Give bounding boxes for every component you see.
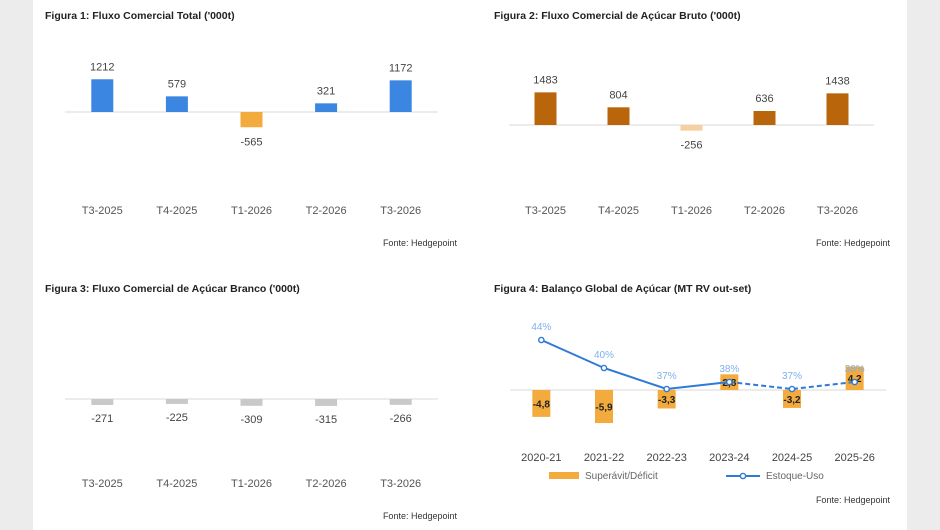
legend-label-surplus-deficit: Superávit/Déficit — [585, 471, 658, 482]
figure-3-title: Figura 3: Fluxo Comercial de Açúcar Bran… — [45, 283, 300, 295]
bar — [753, 111, 776, 125]
category-tick-label: T1-2026 — [671, 205, 712, 217]
bar-value-label: 321 — [317, 85, 335, 97]
stock-use-point — [851, 378, 858, 386]
figure-1-title: Figura 1: Fluxo Comercial Total ('000t) — [45, 10, 235, 22]
legend-label-stock-use: Estoque-Uso — [766, 471, 824, 482]
bar — [315, 399, 338, 406]
bar — [165, 96, 188, 112]
bar-value-label: 1483 — [533, 74, 557, 86]
category-tick-label: T3-2026 — [380, 205, 421, 217]
stock-use-point — [788, 385, 796, 393]
legend-swatch-bar — [549, 472, 579, 479]
category-tick-label: 2024-25 — [772, 452, 812, 464]
category-tick-label: T4-2025 — [598, 205, 639, 217]
line-value-label: 37% — [782, 371, 802, 382]
category-tick-label: T2-2026 — [306, 478, 347, 490]
bar — [826, 93, 849, 125]
bar-value-label: -3,2 — [783, 395, 801, 406]
bar — [315, 103, 338, 112]
bar — [165, 399, 188, 404]
bar — [240, 112, 263, 128]
bar — [389, 399, 412, 405]
bar-value-label: 579 — [168, 78, 186, 90]
page: Figura 1: Fluxo Comercial Total ('000t) … — [33, 0, 907, 530]
bar-value-label: 1172 — [389, 62, 413, 74]
category-tick-label: T2-2026 — [744, 205, 785, 217]
line-value-label: 37% — [657, 371, 677, 382]
bar — [680, 125, 703, 131]
category-tick-label: T3-2026 — [817, 205, 858, 217]
category-tick-label: T4-2025 — [156, 478, 197, 490]
bar-value-label: -266 — [390, 413, 412, 425]
line-value-label: 38% — [845, 364, 865, 375]
figure-1-chart: 1212 T3-2025 579 T4-2025 -565 T1-2026 321 T2-20… — [65, 61, 438, 217]
bar-value-label: 1438 — [825, 75, 849, 87]
figure-4-title: Figura 4: Balanço Global de Açúcar (MT R… — [494, 283, 752, 295]
bar-value-label: -309 — [240, 414, 262, 426]
bar — [607, 107, 630, 125]
bar-value-label: -3,3 — [658, 395, 676, 406]
bar-value-label: -315 — [315, 414, 337, 426]
category-tick-label: 2022-23 — [646, 452, 686, 464]
stock-use-point — [663, 385, 670, 393]
bar — [91, 79, 114, 112]
category-tick-label: 2023-24 — [709, 452, 749, 464]
stock-use-point — [600, 364, 608, 372]
category-tick-label: T3-2026 — [380, 478, 421, 490]
surplus-deficit-bar — [845, 366, 864, 390]
bar-value-label: 1212 — [90, 61, 114, 73]
legend-swatch-marker — [739, 472, 747, 480]
figure-3-chart: -271 T3-2025 -225 T4-2025 -309 T1-2026 -315 T2-… — [65, 398, 438, 490]
bar — [534, 92, 557, 125]
category-tick-label: T3-2025 — [525, 205, 566, 217]
figure-2-title: Figura 2: Fluxo Comercial de Açúcar Brut… — [494, 10, 741, 22]
category-tick-label: 2021-22 — [584, 452, 624, 464]
figure-4-panel: Figura 4: Balanço Global de Açúcar (MT R… — [494, 283, 890, 528]
surplus-deficit-bar — [783, 390, 801, 408]
bar — [240, 399, 263, 406]
category-tick-label: T2-2026 — [306, 205, 347, 217]
surplus-deficit-bar — [657, 390, 676, 409]
figure-3-source: Fonte: Hedgepoint — [382, 511, 457, 521]
category-tick-label: T4-2025 — [156, 205, 197, 217]
bar-value-label: -256 — [680, 140, 702, 152]
bar-value-label: -565 — [240, 136, 262, 148]
figure-2-panel: Figura 2: Fluxo Comercial de Açúcar Brut… — [494, 10, 890, 255]
category-tick-label: T3-2025 — [82, 478, 123, 490]
figure-4-chart: -4,82020-21-5,92021-22-3,32022-232,82023… — [510, 322, 886, 482]
bar-value-label: 636 — [755, 93, 773, 105]
bar-value-label: -225 — [166, 412, 188, 424]
line-value-label: 38% — [719, 364, 739, 375]
stock-use-line-solid — [540, 339, 730, 391]
bar-value-label: 804 — [609, 89, 627, 101]
bar — [91, 399, 114, 405]
figure-1-source: Fonte: Hedgepoint — [382, 238, 457, 248]
bar-value-label: -5,9 — [595, 403, 613, 414]
bar-value-label: -271 — [91, 413, 113, 425]
figure-2-chart: 1483 T3-2025 804 T4-2025 -256 T1-2026 636 T2-20… — [509, 74, 874, 217]
category-tick-label: 2020-21 — [521, 452, 561, 464]
category-tick-label: T1-2026 — [231, 205, 272, 217]
figure-2-source: Fonte: Hedgepoint — [815, 238, 890, 248]
figure-1-panel: Figura 1: Fluxo Comercial Total ('000t) … — [45, 10, 457, 255]
figure-3-panel: Figura 3: Fluxo Comercial de Açúcar Bran… — [45, 283, 457, 528]
category-tick-label: T1-2026 — [231, 478, 272, 490]
line-value-label: 40% — [594, 350, 614, 361]
category-tick-label: T3-2025 — [82, 205, 123, 217]
bar — [389, 80, 412, 112]
category-tick-label: 2025-26 — [834, 452, 874, 464]
line-value-label: 44% — [531, 322, 551, 333]
stock-use-point — [726, 378, 733, 386]
stock-use-line-dashed — [729, 381, 855, 391]
bar-value-label: -4,8 — [533, 399, 551, 410]
surplus-deficit-bar — [595, 390, 613, 424]
figure-4-source: Fonte: Hedgepoint — [815, 495, 890, 505]
stock-use-point — [538, 336, 545, 344]
surplus-deficit-bar — [532, 390, 551, 417]
